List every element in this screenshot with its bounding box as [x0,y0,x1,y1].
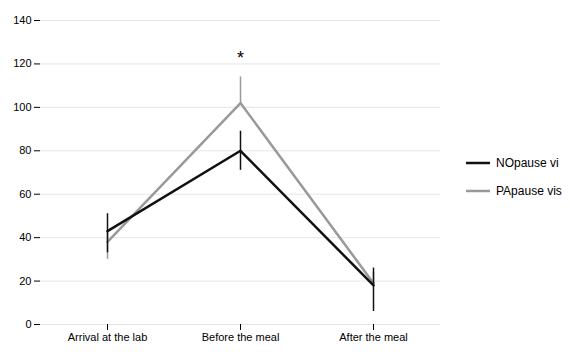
html-text:PApause vis: PApause vis [496,184,562,198]
svg-text:Arrival at the lab: Arrival at the lab [68,331,147,343]
svg-text:After the meal: After the meal [339,331,407,343]
svg-text:100: 100 [13,101,31,113]
svg-text:80: 80 [19,144,31,156]
svg-text:0: 0 [25,318,31,330]
svg-text:Before the meal: Before the meal [202,331,280,343]
svg-text:40: 40 [19,231,31,243]
svg-text:*: * [237,48,244,68]
html-text:NOpause vi: NOpause vi [496,156,559,170]
svg-text:120: 120 [13,57,31,69]
svg-text:140: 140 [13,14,31,26]
svg-text:60: 60 [19,188,31,200]
svg-text:20: 20 [19,275,31,287]
